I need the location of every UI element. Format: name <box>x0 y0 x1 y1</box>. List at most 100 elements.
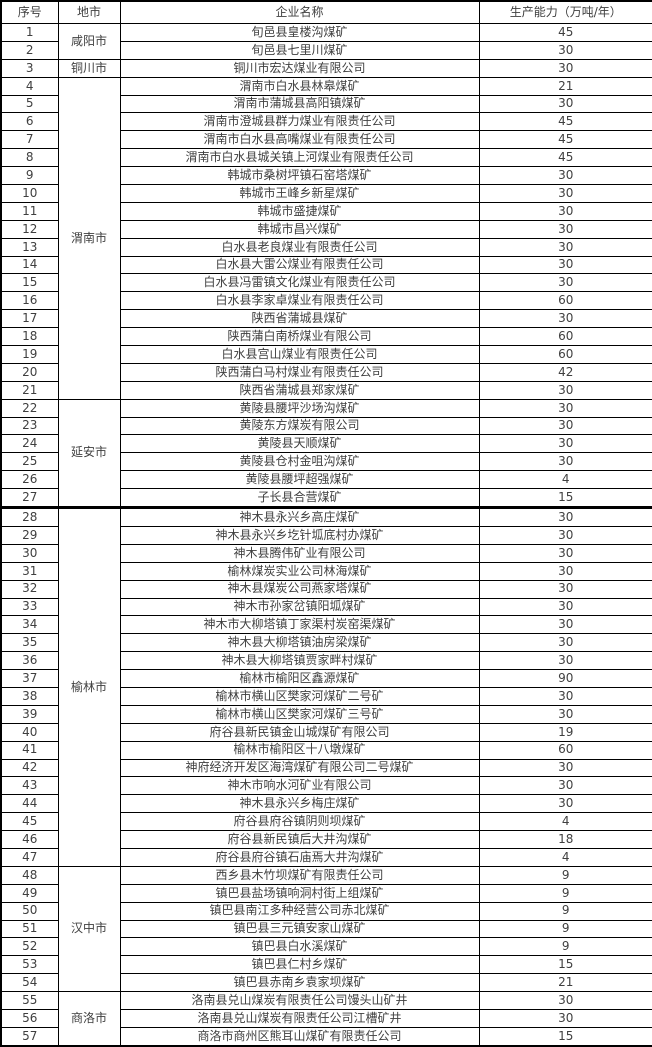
table-row: 36 神木县大柳塔镇贾家畔村煤矿 30 <box>0 651 652 671</box>
table-row: 57 商洛市商州区熊耳山煤矿有限责任公司 15 <box>0 1026 652 1047</box>
capacity-cell: 30 <box>478 219 652 239</box>
seq-cell: 3 <box>0 58 59 78</box>
company-name-cell: 府谷县新民镇后大井沟煤矿 <box>119 830 480 849</box>
seq-cell: 12 <box>0 219 59 239</box>
company-name-cell: 白水县冯雷镇文化煤业有限责任公司 <box>119 273 480 293</box>
seq-cell: 48 <box>0 865 59 885</box>
company-name-cell: 神木县煤炭公司燕家塔煤矿 <box>119 579 480 599</box>
capacity-cell: 30 <box>478 579 652 599</box>
seq-cell: 40 <box>0 722 59 742</box>
capacity-cell: 30 <box>478 794 652 814</box>
company-name-cell: 陕西蒲白马村煤业有限责任公司 <box>119 362 480 382</box>
capacity-cell: 45 <box>478 112 652 132</box>
company-name-cell: 洛南县兑山煤炭有限责任公司江槽矿井 <box>119 1008 480 1028</box>
seq-cell: 10 <box>0 184 59 203</box>
table-row: 31 榆林煤炭实业公司林海煤矿 30 <box>0 561 652 581</box>
table-row: 37 榆林市榆阳区鑫源煤矿 90 <box>0 669 652 688</box>
table-row: 4 渭南市 渭南市白水县林皋煤矿 21 <box>0 76 652 400</box>
table-row: 32 神木县煤炭公司燕家塔煤矿 30 <box>0 579 652 599</box>
capacity-cell: 42 <box>478 362 652 382</box>
seq-cell: 5 <box>0 94 59 114</box>
seq-cell: 41 <box>0 740 59 760</box>
seq-cell: 1 <box>0 23 59 42</box>
seq-cell: 27 <box>0 488 59 509</box>
seq-cell: 8 <box>0 148 59 168</box>
capacity-cell: 21 <box>478 76 652 96</box>
capacity-cell: 9 <box>478 901 652 921</box>
capacity-cell: 30 <box>478 991 652 1010</box>
city-cell: 渭南市 <box>57 76 121 400</box>
capacity-cell: 30 <box>478 686 652 706</box>
seq-cell: 15 <box>0 273 59 293</box>
seq-cell: 38 <box>0 686 59 706</box>
seq-cell: 16 <box>0 291 59 311</box>
seq-cell: 43 <box>0 776 59 796</box>
seq-cell: 17 <box>0 309 59 329</box>
company-name-cell: 黄陵县仓村金咀沟煤矿 <box>119 452 480 472</box>
company-name-cell: 神木市大柳塔镇丁家渠村炭窑渠煤矿 <box>119 615 480 635</box>
company-name-cell: 榆林市横山区樊家河煤矿二号矿 <box>119 686 480 706</box>
seq-cell: 37 <box>0 669 59 688</box>
capacity-cell: 9 <box>478 937 652 957</box>
company-name-cell: 渭南市蒲城县高阳镇煤矿 <box>119 94 480 114</box>
seq-cell: 29 <box>0 525 59 545</box>
capacity-cell: 90 <box>478 669 652 688</box>
capacity-cell: 21 <box>478 973 652 993</box>
city-cell: 延安市 <box>57 398 121 509</box>
table-row: 56 洛南县兑山煤炭有限责任公司江槽矿井 30 <box>0 1008 652 1028</box>
seq-cell: 46 <box>0 830 59 849</box>
company-name-cell: 旬邑县皇楼沟煤矿 <box>119 23 480 42</box>
company-name-cell: 白水县李家卓煤业有限责任公司 <box>119 291 480 311</box>
seq-cell: 20 <box>0 362 59 382</box>
city-cell: 榆林市 <box>57 506 121 867</box>
table-body: 1 咸阳市 旬邑县皇楼沟煤矿 45 2 旬邑县七里川煤矿 30 3 铜川市 铜川市宏达煤业有限公司… <box>0 23 652 1047</box>
company-name-cell: 商洛市商州区熊耳山煤矿有限责任公司 <box>119 1026 480 1047</box>
capacity-cell: 30 <box>478 380 652 400</box>
capacity-cell: 30 <box>478 416 652 436</box>
company-name-cell: 韩城市盛捷煤矿 <box>119 201 480 221</box>
table-row: 10 韩城市王峰乡新星煤矿 30 <box>0 184 652 203</box>
header-city: 地市 <box>57 0 121 24</box>
company-name-cell: 白水县大雷公煤业有限责任公司 <box>119 255 480 275</box>
seq-cell: 9 <box>0 166 59 186</box>
table-row: 35 神木县大柳塔镇油房梁煤矿 30 <box>0 633 652 653</box>
company-name-cell: 神府经济开发区海湾煤矿有限公司二号煤矿 <box>119 758 480 778</box>
capacity-cell: 30 <box>478 561 652 581</box>
capacity-cell: 30 <box>478 58 652 78</box>
seq-cell: 55 <box>0 991 59 1010</box>
company-name-cell: 西乡县木竹坝煤矿有限责任公司 <box>119 865 480 885</box>
capacity-cell: 30 <box>478 309 652 329</box>
seq-cell: 39 <box>0 704 59 724</box>
table-row: 38 榆林市横山区樊家河煤矿二号矿 30 <box>0 686 652 706</box>
seq-cell: 33 <box>0 597 59 617</box>
company-name-cell: 镇巴县南江多种经营公司赤北煤矿 <box>119 901 480 921</box>
table-row: 27 子长县合营煤矿 15 <box>0 488 652 509</box>
seq-cell: 57 <box>0 1026 59 1047</box>
company-name-cell: 府谷县新民镇金山城煤矿有限公司 <box>119 722 480 742</box>
company-name-cell: 黄陵县天顺煤矿 <box>119 434 480 454</box>
table-row: 48 汉中市 西乡县木竹坝煤矿有限责任公司 9 <box>0 865 652 993</box>
table-row: 45 府谷县府谷镇阴则坝煤矿 4 <box>0 812 652 832</box>
seq-cell: 2 <box>0 40 59 60</box>
capacity-cell: 60 <box>478 327 652 347</box>
table-row: 25 黄陵县仓村金咀沟煤矿 30 <box>0 452 652 472</box>
seq-cell: 42 <box>0 758 59 778</box>
company-name-cell: 黄陵县腰坪沙场沟煤矿 <box>119 398 480 418</box>
capacity-cell: 30 <box>478 597 652 617</box>
company-name-cell: 渭南市白水县城关镇上河煤业有限责任公司 <box>119 148 480 168</box>
capacity-cell: 30 <box>478 434 652 454</box>
company-name-cell: 洛南县兑山煤炭有限责任公司馒头山矿井 <box>119 991 480 1010</box>
company-name-cell: 铜川市宏达煤业有限公司 <box>119 58 480 78</box>
company-name-cell: 子长县合营煤矿 <box>119 488 480 509</box>
company-name-cell: 府谷县府谷镇石庙焉大井沟煤矿 <box>119 847 480 867</box>
capacity-cell: 45 <box>478 23 652 42</box>
company-name-cell: 黄陵县腰坪超强煤矿 <box>119 470 480 490</box>
table-row: 18 陕西蒲白南桥煤业有限公司 60 <box>0 327 652 347</box>
table-row: 30 神木县腾伟矿业有限公司 30 <box>0 543 652 563</box>
capacity-cell: 4 <box>478 847 652 867</box>
seq-cell: 25 <box>0 452 59 472</box>
seq-cell: 7 <box>0 130 59 150</box>
company-name-cell: 榆林市榆阳区十八墩煤矿 <box>119 740 480 760</box>
seq-cell: 52 <box>0 937 59 957</box>
